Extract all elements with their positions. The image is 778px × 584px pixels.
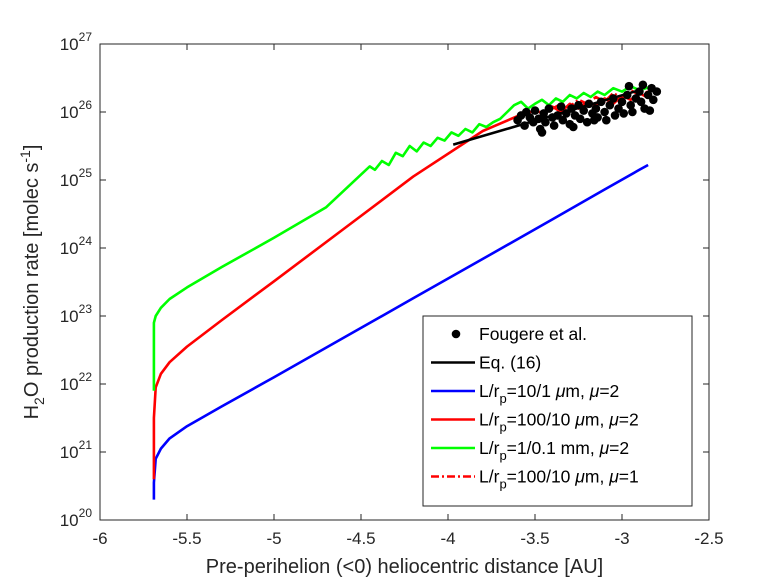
y-tick-label: 1020 [60,506,93,530]
scatter-point [520,121,529,130]
x-tick-label: -6 [92,529,107,548]
legend-box [422,315,693,507]
scatter-point [600,107,609,117]
y-tick-label: 1026 [60,98,93,122]
scatter-point [628,107,637,117]
plot-area [152,80,662,500]
y-tick-label: 1027 [60,30,93,54]
x-tick-label: -4 [440,529,455,548]
y-tick-label: 1024 [60,234,93,258]
scatter-point [541,117,550,127]
scatter-point [617,97,627,107]
y-tick-label: 1022 [60,370,93,394]
y-tick-label: 1021 [60,438,93,462]
scatter-point [609,94,618,103]
scatter-point [544,104,554,113]
scatter-point [549,121,559,130]
scatter-point [624,81,634,91]
scatter-point [530,106,540,115]
scatter-point [626,100,635,110]
scatter-point [584,99,594,109]
scatter-point [636,97,646,107]
legend-label-fougere: Fougere et al. [479,324,587,344]
x-tick-label: -2.5 [694,529,723,548]
legend-marker-fougere [451,329,461,339]
scatter-point [582,117,592,127]
scatter-point [556,102,566,111]
axes-frame [99,43,710,521]
scatter-point [591,104,601,113]
x-tick-label: -3.5 [520,529,549,548]
x-tick-label: -4.5 [346,529,375,548]
x-tick-label: -3 [614,529,629,548]
scatter-point [579,106,588,115]
scatter-point [596,97,606,107]
legend: Fougere et al. Eq. (16) L/rp=10/1 μm, μ=2 L… [422,315,693,507]
scatter-point [537,128,547,137]
scatter-point [649,95,658,105]
series-line-green [152,84,649,391]
legend-label-eq16: Eq. (16) [479,353,541,373]
scatter-point [638,80,648,90]
legend-item-eq16: Eq. (16) [431,353,541,373]
scatter-point [610,111,620,120]
scatter-point [589,115,599,125]
scatter-point [575,114,585,124]
legend-label-reddash: L/rp=100/10 μm, μ=1 [479,467,639,492]
series-line-blue [152,163,649,500]
series-line-eq16 [452,88,640,146]
scatter-point [574,100,583,110]
axes: -6 -5.5 -5 -4.5 -4 -3.5 -3 -2.5 1020 1021 1022 1023… [17,30,724,578]
scatter-point [622,90,632,100]
x-tick-label: -5.5 [172,529,201,548]
scatter-point [645,106,655,115]
scatter-point [567,104,576,113]
legend-item-fougere: Fougere et al. [451,324,587,344]
y-tick-label: 1025 [60,166,93,190]
x-tick-label: -5 [266,529,281,548]
scatter-point [619,109,628,118]
scatter-point [569,122,578,132]
scatter-point [635,87,644,96]
scatter-point [534,114,543,124]
legend-item-green: L/rp=1/0.1 mm, μ=2 [431,438,629,463]
legend-label-green: L/rp=1/0.1 mm, μ=2 [479,438,629,463]
legend-item-reddash: L/rp=100/10 μm, μ=1 [431,467,639,492]
scatter-point [652,87,662,96]
scatter-point [602,115,611,125]
scatter-point [605,100,615,110]
legend-label-blue: L/rp=10/1 μm, μ=2 [479,381,619,406]
y-axis-label: H2O production rate [molec s-1] [17,145,47,420]
x-axis-label: Pre-perihelion (<0) heliocentric distanc… [206,556,603,578]
scatter-point [558,115,568,125]
legend-label-red: L/rp=100/10 μm, μ=2 [479,410,639,435]
y-tick-label: 1023 [60,302,93,326]
legend-item-blue: L/rp=10/1 μm, μ=2 [431,381,619,406]
legend-item-red: L/rp=100/10 μm, μ=2 [431,410,639,435]
